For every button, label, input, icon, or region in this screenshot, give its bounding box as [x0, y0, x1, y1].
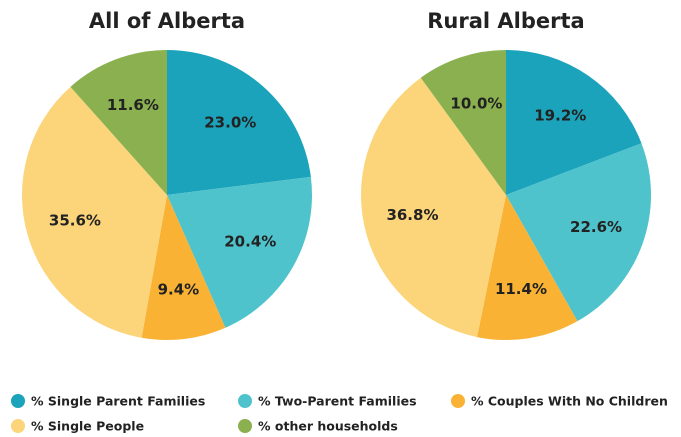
pie-slice — [167, 50, 311, 195]
value-label: 10.0% — [450, 94, 502, 112]
value-label: 11.4% — [495, 280, 547, 298]
pie-slice — [70, 50, 167, 195]
value-label: 22.6% — [570, 218, 622, 236]
pie-slice — [477, 195, 578, 340]
value-label: 36.8% — [386, 206, 438, 224]
value-label: 19.2% — [534, 107, 586, 125]
value-label: 9.4% — [158, 281, 200, 299]
chart-title: All of Alberta — [89, 9, 245, 33]
pie-slice — [420, 50, 506, 195]
legend-label: % Single Parent Families — [31, 394, 205, 409]
value-label: 20.4% — [224, 233, 276, 251]
pie-slice — [506, 50, 642, 195]
legend-swatch — [238, 419, 252, 433]
value-label: 11.6% — [107, 96, 159, 114]
legend-swatch — [11, 394, 25, 408]
legend-label: % Two-Parent Families — [258, 394, 417, 409]
legend-swatch — [451, 394, 465, 408]
chart-title: Rural Alberta — [427, 9, 584, 33]
pie-slice — [21, 86, 167, 338]
legend-label: % Couples With No Children — [471, 394, 668, 409]
value-label: 35.6% — [49, 212, 101, 230]
pie-slice — [506, 143, 651, 322]
pie-slice — [141, 195, 226, 340]
legend-label: % other households — [258, 419, 398, 434]
pie-slice — [167, 176, 312, 328]
legend-label: % Single People — [31, 419, 144, 434]
pie-slice — [361, 77, 506, 338]
legend-swatch — [238, 394, 252, 408]
legend-swatch — [11, 419, 25, 433]
value-label: 23.0% — [204, 114, 256, 132]
